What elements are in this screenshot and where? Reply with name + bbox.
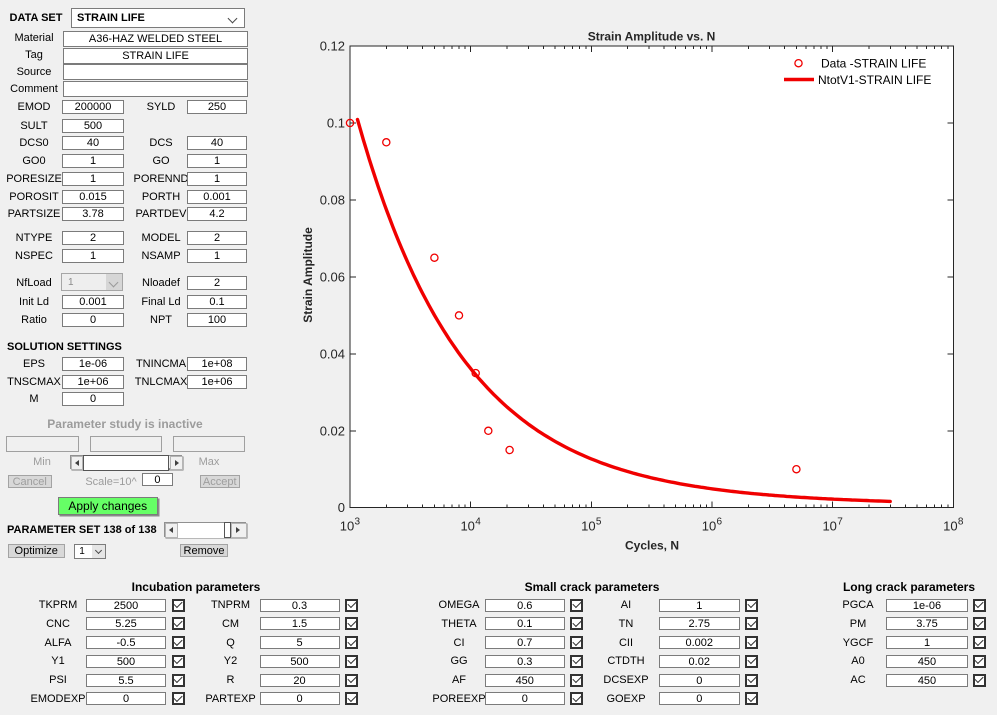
svg-text:0.06: 0.06 (320, 269, 345, 284)
svg-text:10: 10 (581, 519, 595, 534)
svg-text:NtotV1-STRAIN LIFE: NtotV1-STRAIN LIFE (818, 73, 931, 87)
svg-text:6: 6 (717, 517, 723, 528)
svg-text:10: 10 (943, 519, 957, 534)
svg-text:Strain Amplitude vs. N: Strain Amplitude vs. N (588, 30, 716, 44)
svg-text:10: 10 (822, 519, 836, 534)
svg-text:0: 0 (338, 500, 345, 515)
svg-text:0.08: 0.08 (320, 193, 345, 208)
svg-text:Cycles, N: Cycles, N (625, 539, 679, 553)
svg-text:0.02: 0.02 (320, 423, 345, 438)
svg-text:10: 10 (340, 519, 354, 534)
svg-text:0.04: 0.04 (320, 346, 345, 361)
svg-text:5: 5 (596, 517, 602, 528)
svg-text:10: 10 (702, 519, 716, 534)
svg-text:0.12: 0.12 (320, 39, 345, 54)
svg-text:4: 4 (475, 517, 481, 528)
svg-text:3: 3 (355, 517, 361, 528)
svg-text:10: 10 (460, 519, 474, 534)
svg-text:7: 7 (837, 517, 843, 528)
svg-text:Data -STRAIN LIFE: Data -STRAIN LIFE (821, 57, 926, 71)
svg-text:8: 8 (958, 517, 964, 528)
svg-text:0.1: 0.1 (327, 116, 345, 131)
svg-text:Strain Amplitude: Strain Amplitude (301, 227, 315, 323)
